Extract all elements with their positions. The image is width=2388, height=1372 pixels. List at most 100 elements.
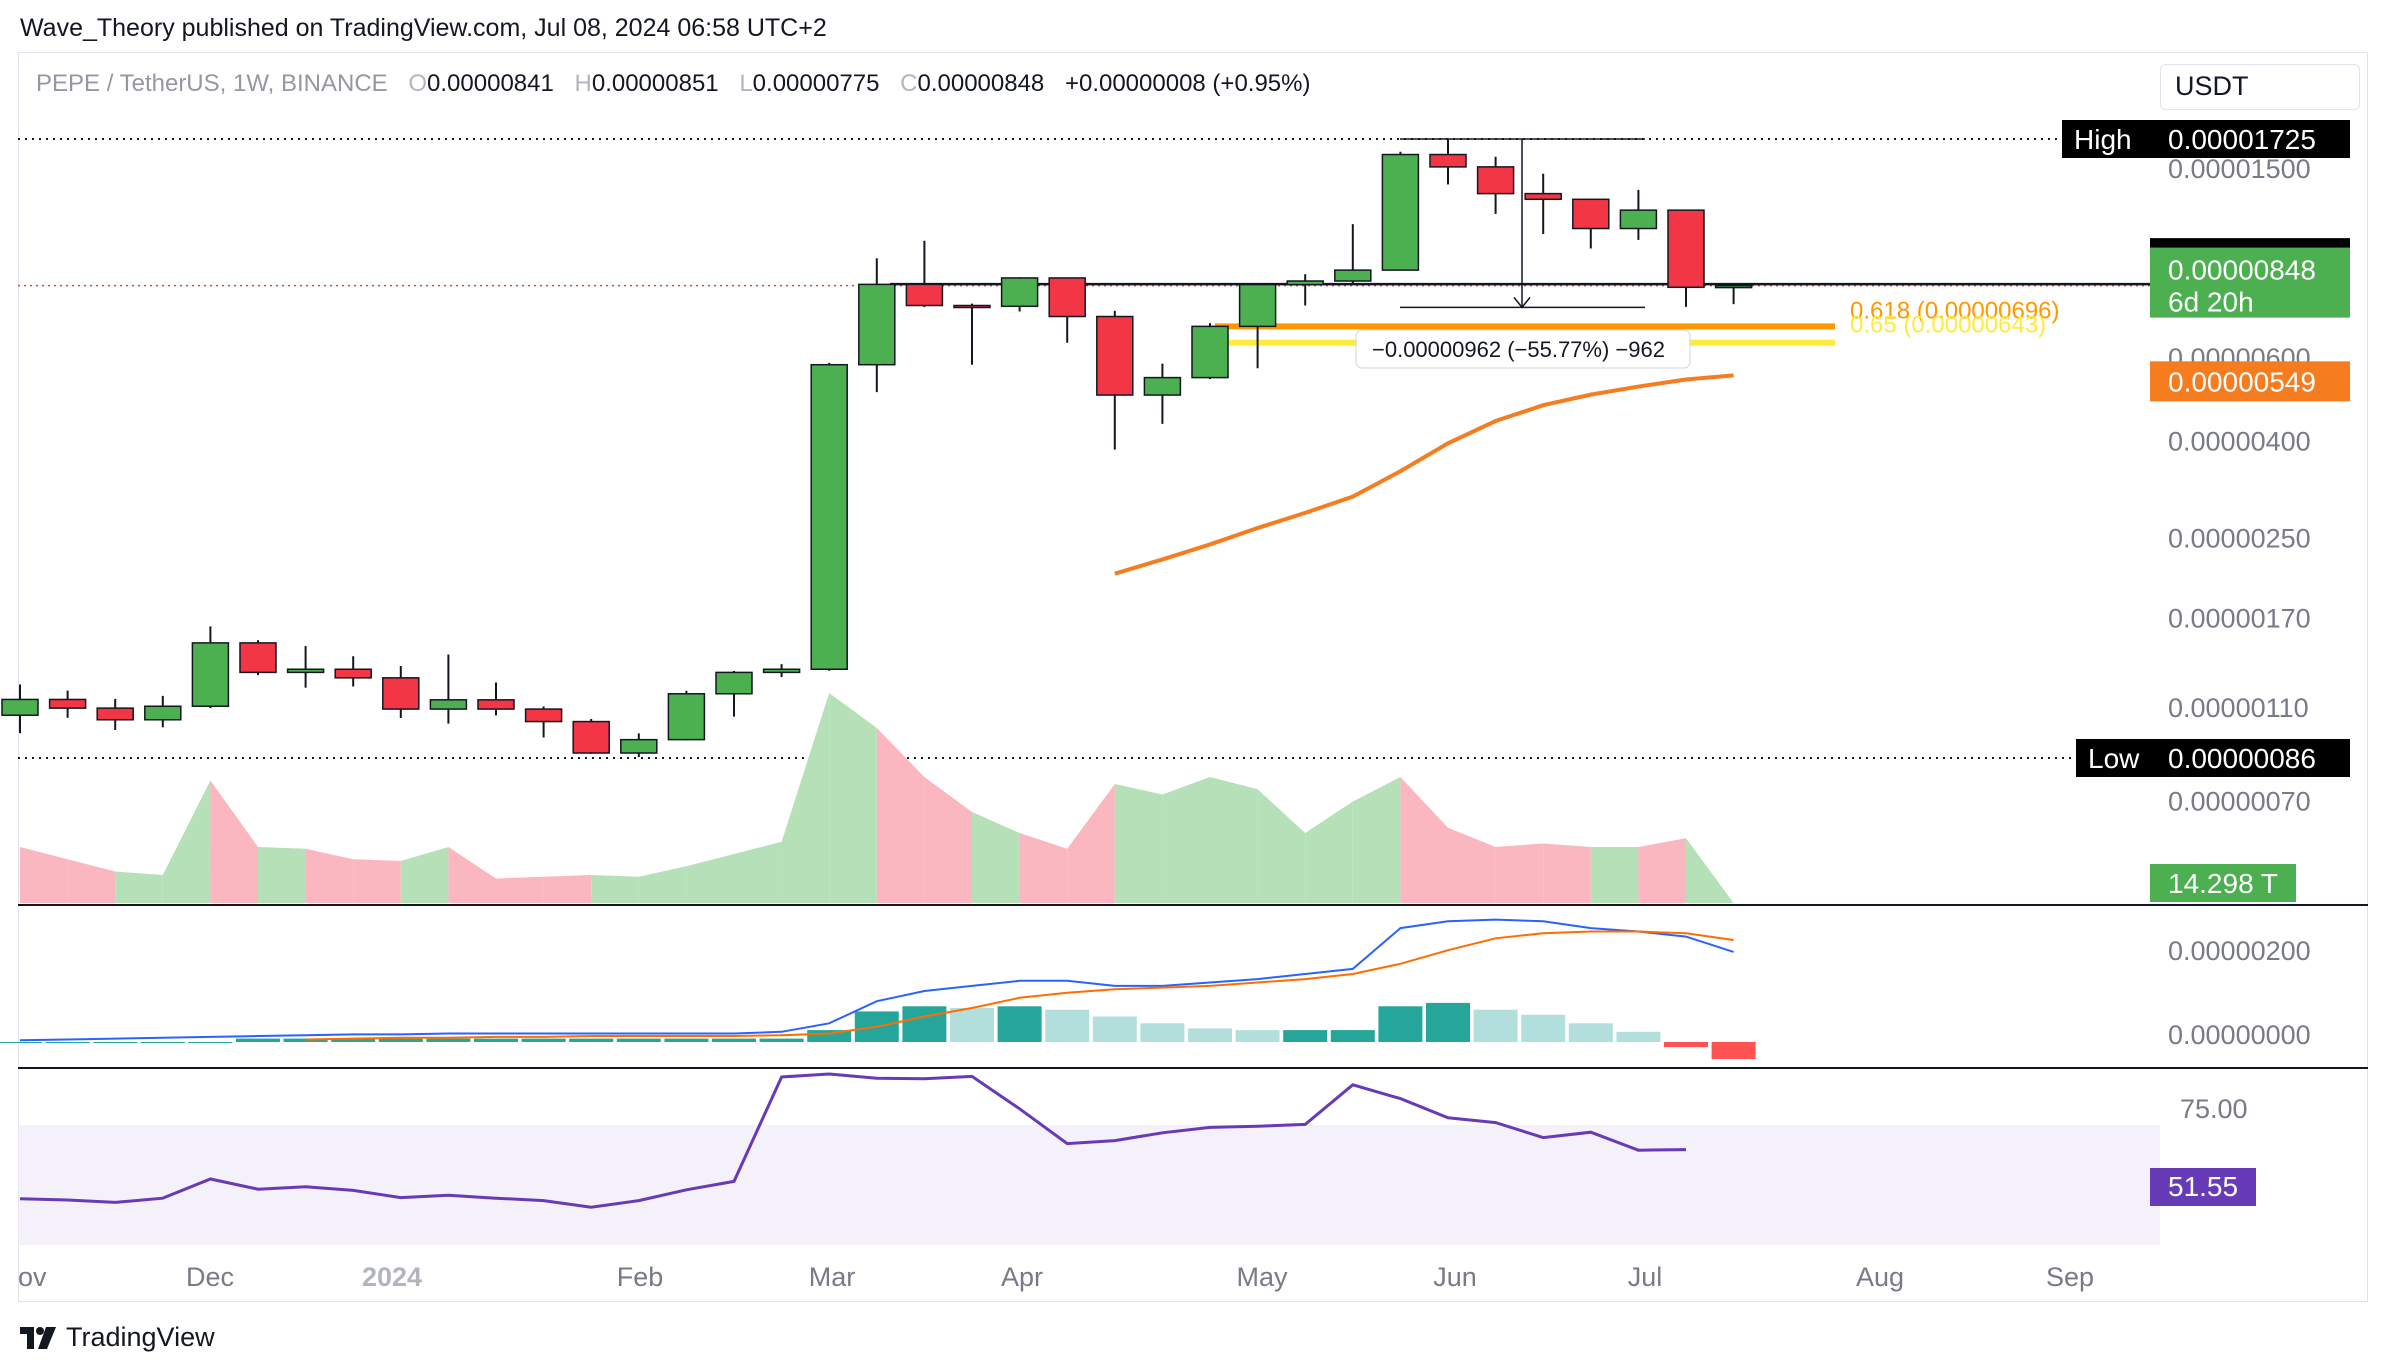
- price-tag-ema-bg: [2150, 361, 2350, 402]
- volume-area-segment: [543, 875, 592, 903]
- rsi-band: [18, 1125, 2160, 1245]
- macd-histogram-bar: [1711, 1042, 1756, 1059]
- price-tag-ema: 0.00000549: [2168, 366, 2316, 397]
- time-axis-tick: Feb: [617, 1262, 664, 1292]
- candle-body: [1191, 325, 1229, 379]
- low-marker-bg: [2076, 739, 2150, 777]
- rsi-tag-bg: [2150, 1168, 2256, 1206]
- publisher-line: Wave_Theory published on TradingView.com…: [20, 14, 827, 42]
- candle-body: [96, 707, 134, 721]
- macd-histogram-bar: [1188, 1028, 1232, 1042]
- candle-body: [1048, 277, 1086, 318]
- candle-body: [858, 283, 896, 366]
- close-value: 0.00000848: [917, 70, 1045, 97]
- volume-area-segment: [1400, 777, 1448, 903]
- candle-body: [1, 698, 39, 716]
- price-axis-tick: 0.00000170: [2168, 603, 2311, 633]
- rsi-axis-tick: 75.00: [2180, 1094, 2248, 1124]
- candle-body: [334, 668, 372, 679]
- volume-area-segment: [638, 866, 687, 903]
- volume-area-segment: [20, 847, 68, 903]
- open-label: O: [408, 70, 428, 97]
- close-label: C: [900, 70, 918, 97]
- time-axis-tick: 2024: [362, 1262, 422, 1292]
- candle-body: [762, 668, 801, 674]
- volume-tag-value: 14.298 T: [2168, 868, 2278, 899]
- volume-area-segment: [924, 777, 972, 903]
- volume-area-segment: [1114, 784, 1163, 903]
- candle-body: [524, 708, 563, 723]
- volume-area-segment: [115, 871, 163, 903]
- candle-body: [1238, 283, 1277, 328]
- price-tag-countdown: 6d 20h: [2168, 287, 2254, 318]
- candle-body: [48, 698, 87, 709]
- candle-body: [1524, 192, 1562, 201]
- low-marker-label: Low: [2088, 743, 2140, 774]
- volume-area-segment: [400, 847, 449, 903]
- low-label: L: [739, 70, 753, 97]
- macd-histogram-bar: [807, 1030, 852, 1042]
- rsi-tag-value: 51.55: [2168, 1171, 2238, 1202]
- macd-histogram-bar: [0, 1042, 42, 1043]
- high-label: H: [574, 70, 592, 97]
- currency-selector[interactable]: USDT: [2160, 64, 2360, 110]
- change-value: +0.00000008 (+0.95%): [1064, 70, 1311, 97]
- price-axis-tick: 0.00000070: [2168, 786, 2311, 816]
- price-axis-tick: 0.00000400: [2168, 427, 2311, 457]
- time-axis-tick: Apr: [1001, 1262, 1043, 1292]
- high-marker-value-bg: [2150, 120, 2350, 158]
- candle-body: [1286, 280, 1324, 286]
- macd-histogram-bar: [759, 1038, 804, 1042]
- tradingview-logo[interactable]: TradingView: [20, 1322, 215, 1353]
- candle-body: [1334, 269, 1372, 282]
- volume-area-segment: [353, 859, 401, 903]
- candle-body: [144, 705, 182, 721]
- chart-frame: [18, 52, 2368, 1302]
- candle-body: [191, 642, 230, 708]
- macd-histogram-bar: [1473, 1009, 1518, 1042]
- volume-area-segment: [210, 780, 258, 903]
- candle-body: [810, 363, 848, 670]
- candle-body: [239, 642, 277, 674]
- candle-body: [286, 668, 325, 674]
- measure-label: −0.00000962 (−55.77%) −962: [1372, 337, 1665, 362]
- high-marker-label: High: [2074, 124, 2132, 155]
- open-value: 0.00000841: [427, 70, 554, 97]
- price-axis-tick: 0.00000110: [2168, 693, 2309, 723]
- macd-histogram-bar: [521, 1038, 566, 1042]
- macd-axis-tick: 0.00000200: [2168, 936, 2311, 966]
- volume-area-segment: [496, 876, 544, 903]
- low-marker-value: 0.00000086: [2168, 743, 2316, 774]
- price-axis-tick: 0.00001500: [2168, 154, 2311, 184]
- macd-histogram-bar: [712, 1038, 756, 1042]
- measure-label-box: [1355, 329, 1691, 369]
- macd-histogram-bar: [664, 1038, 709, 1042]
- macd-histogram-bar: [950, 1008, 994, 1042]
- volume-area-segment: [734, 841, 782, 903]
- macd-histogram-bar: [1616, 1031, 1661, 1042]
- time-axis-tick: Dec: [186, 1262, 234, 1292]
- volume-area-segment: [1543, 843, 1591, 903]
- candle-body: [1096, 315, 1134, 396]
- macd-histogram-bar: [1330, 1030, 1375, 1042]
- macd-histogram-bar: [283, 1038, 328, 1042]
- macd-histogram-bar: [1568, 1023, 1613, 1042]
- macd-histogram-bar: [426, 1038, 471, 1042]
- tradingview-logo-icon: [20, 1326, 56, 1349]
- macd-histogram-bar: [569, 1038, 614, 1042]
- macd-histogram-bar: [902, 1006, 947, 1042]
- candle-body: [715, 671, 753, 695]
- volume-area-segment: [258, 847, 306, 903]
- symbol-name[interactable]: PEPE / TetherUS, 1W, BINANCE: [36, 70, 388, 97]
- candle-body: [1714, 284, 1753, 289]
- symbol-legend: PEPE / TetherUS, 1W, BINANCE O0.00000841…: [36, 70, 1310, 98]
- tradingview-brand: TradingView: [66, 1322, 215, 1352]
- time-axis-tick: Mar: [809, 1262, 856, 1292]
- macd-histogram-bar: [236, 1038, 280, 1042]
- volume-area-segment: [1019, 833, 1068, 903]
- high-marker-value: 0.00001725: [2168, 124, 2316, 155]
- candle-body: [1143, 376, 1182, 396]
- volume-area-segment: [1257, 789, 1306, 903]
- candle-body: [1667, 209, 1705, 289]
